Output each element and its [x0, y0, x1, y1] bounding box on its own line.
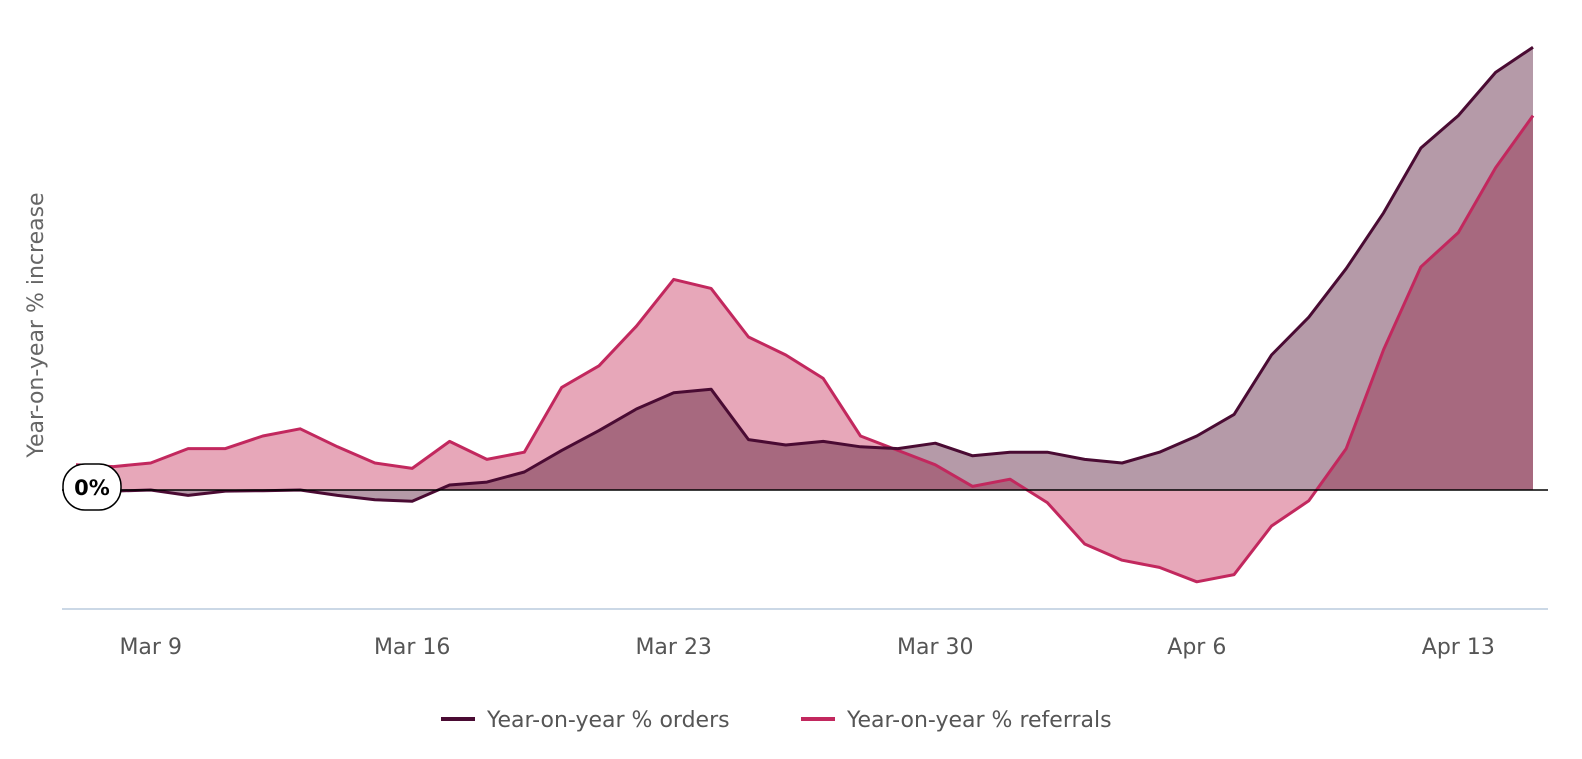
x-axis-ticks: Mar 9 Mar 16 Mar 23 Mar 30 Apr 6 Apr 13: [119, 635, 1494, 660]
zero-badge: 0%: [62, 463, 122, 511]
zero-label: 0%: [74, 476, 110, 500]
x-tick-label: Apr 13: [1422, 635, 1495, 660]
legend: Year-on-year % orders Year-on-year % refe…: [441, 708, 1112, 733]
legend-label: Year-on-year % referrals: [846, 708, 1112, 733]
lines-layer: [75, 45, 1535, 584]
x-tick-label: Apr 6: [1167, 635, 1226, 660]
legend-item: Year-on-year % referrals: [801, 708, 1112, 733]
x-tick-label: Mar 9: [119, 635, 182, 660]
orders-line: [75, 45, 1534, 503]
areas-layer: [76, 47, 1533, 582]
x-tick-label: Mar 30: [897, 635, 974, 660]
x-tick-label: Mar 23: [635, 635, 712, 660]
axis-layer: [62, 489, 1548, 610]
referrals-line: [75, 114, 1535, 584]
y-axis-title: Year-on-year % increase: [24, 192, 49, 458]
legend-label: Year-on-year % orders: [486, 708, 730, 733]
zero-badge-box: [62, 463, 122, 511]
referrals-area: [76, 115, 1533, 582]
legend-item: Year-on-year % orders: [441, 708, 730, 733]
x-tick-label: Mar 16: [374, 635, 451, 660]
